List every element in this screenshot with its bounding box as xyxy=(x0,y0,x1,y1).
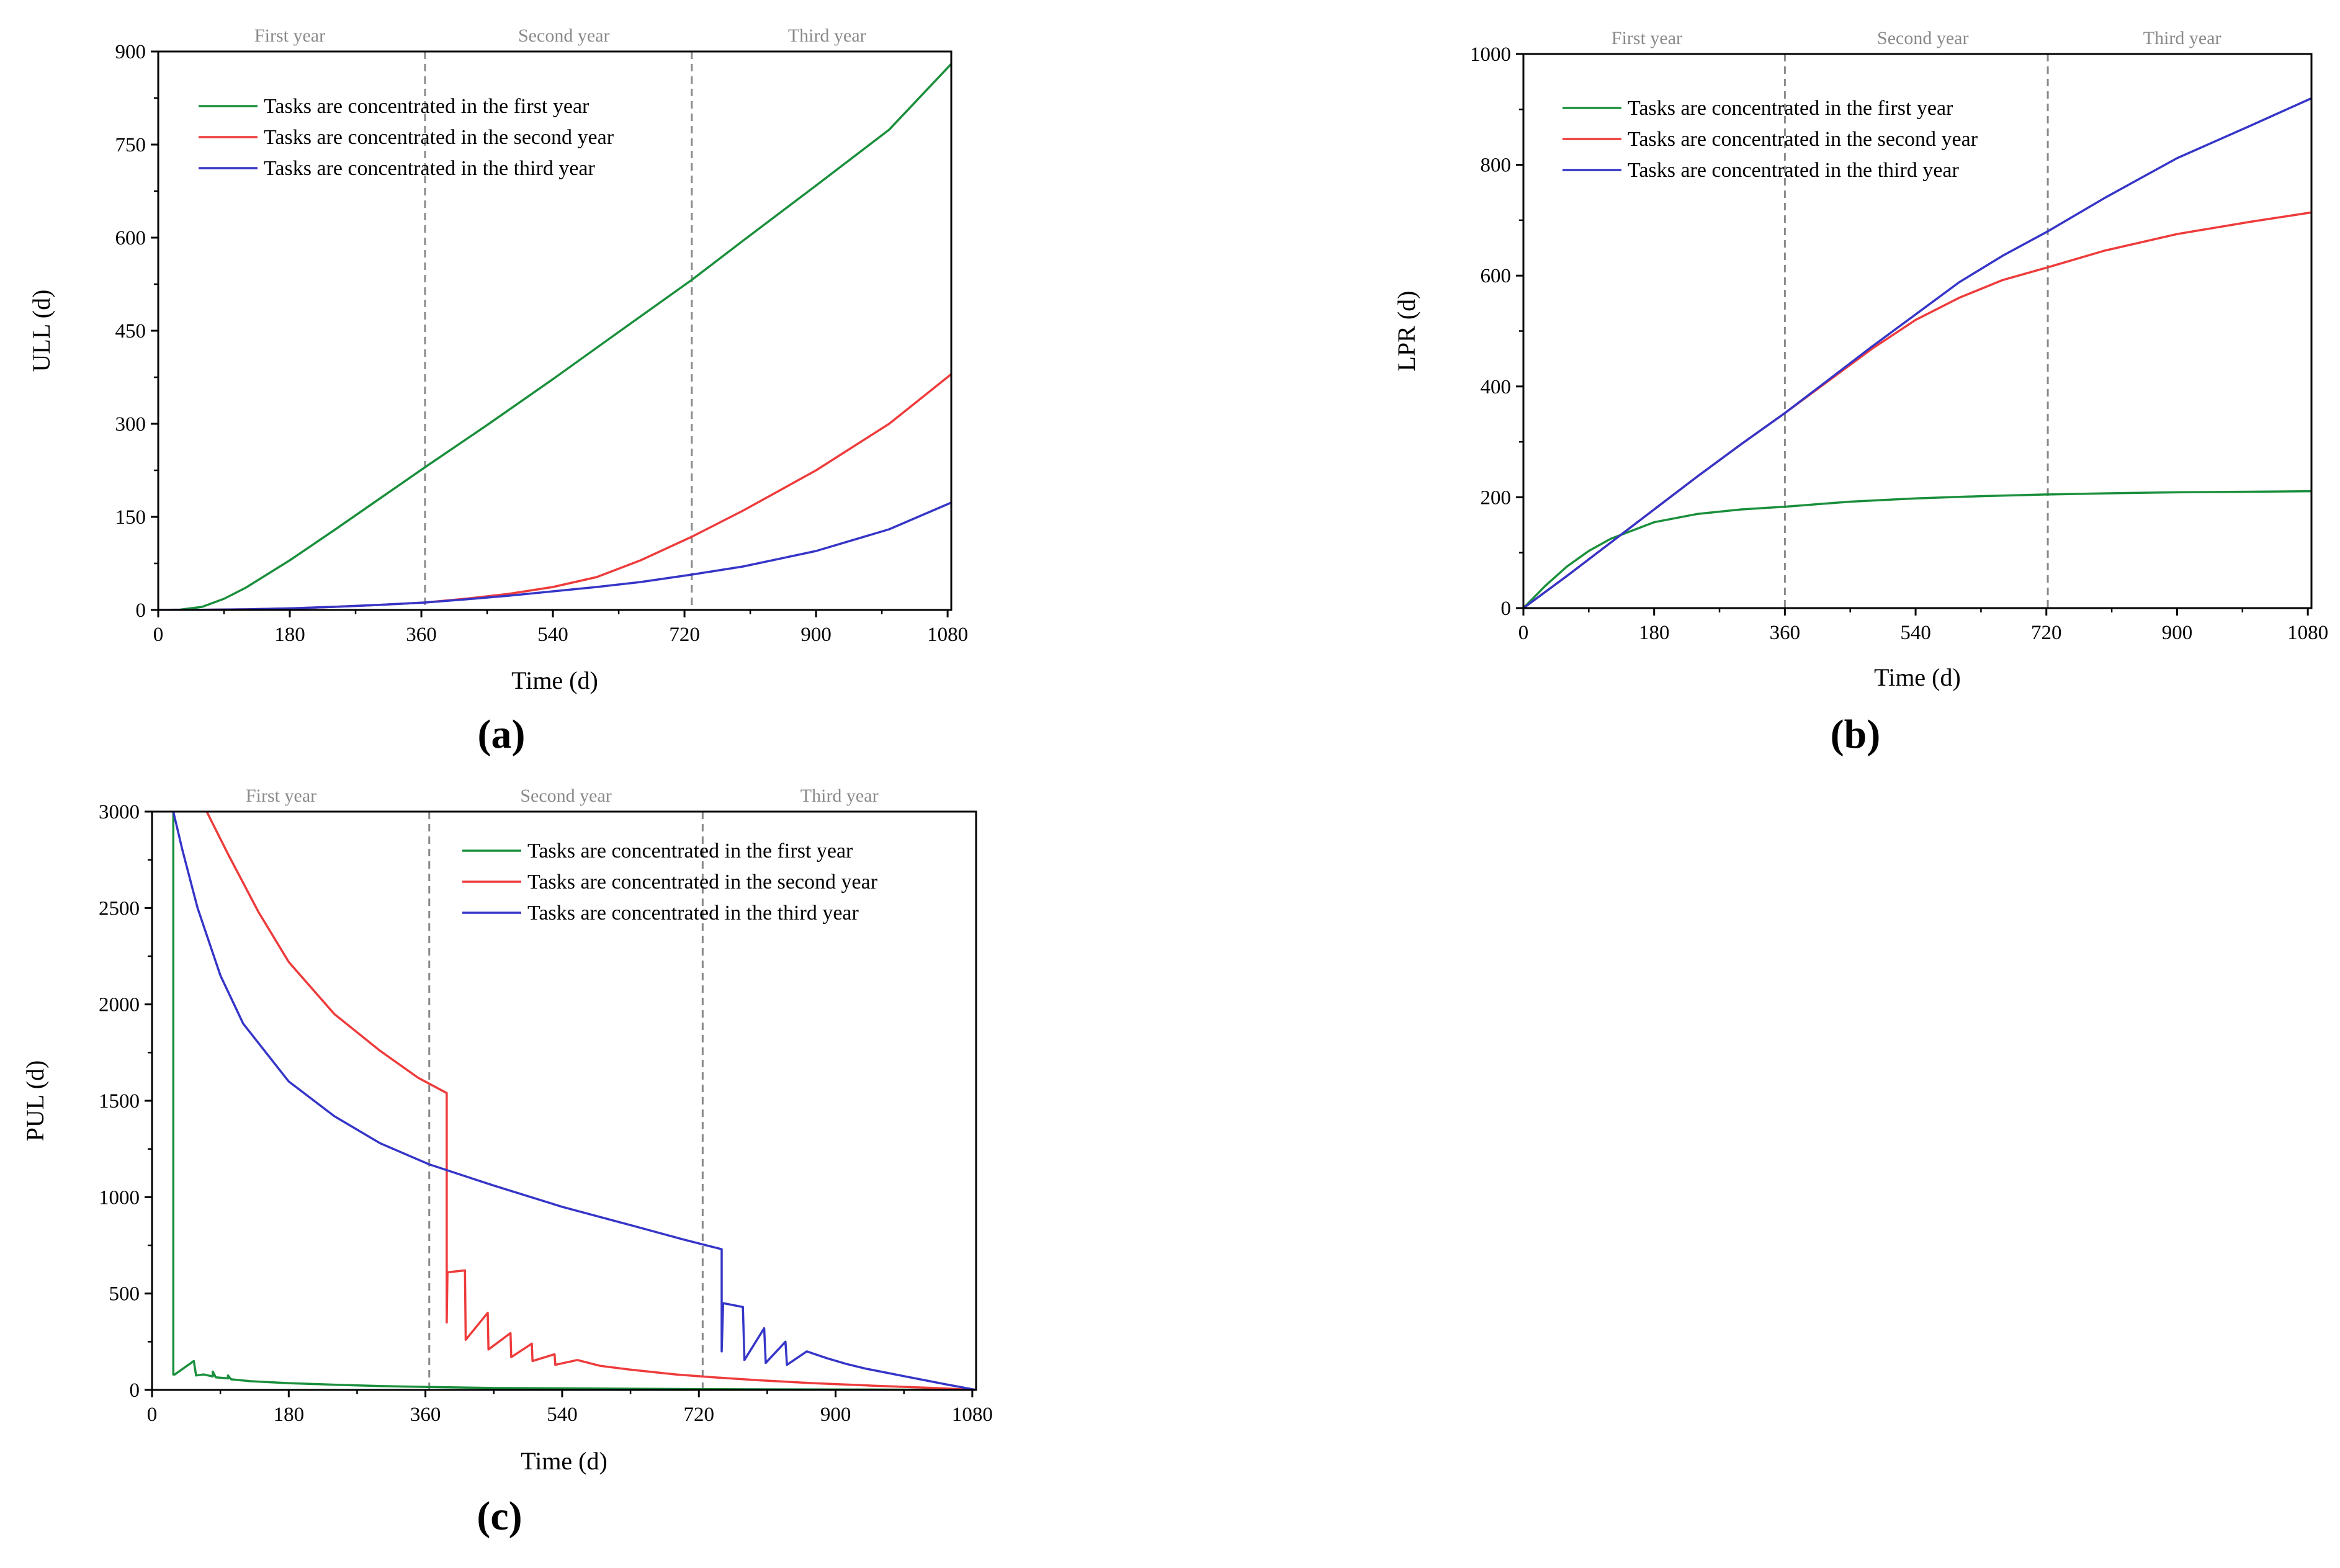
legend-label-2: Tasks are concentrated in the third year xyxy=(527,902,859,925)
chart-panel-0: First year Second year Third year 0 180 360 54… xyxy=(27,25,968,757)
x-tick-label: 180 xyxy=(274,1404,305,1426)
series-line-2 xyxy=(158,501,951,610)
x-tick-label: 720 xyxy=(669,624,700,646)
year-label: Second year xyxy=(1877,28,1968,48)
x-tick-label: 540 xyxy=(547,1404,578,1426)
year-label: Second year xyxy=(518,25,609,46)
x-tick-label: 720 xyxy=(684,1404,715,1426)
y-axis-label: PUL (d) xyxy=(21,1060,49,1142)
series-line-1 xyxy=(205,812,976,1390)
x-tick-label: 360 xyxy=(406,624,437,646)
legend-label-1: Tasks are concentrated in the second yea… xyxy=(527,871,878,894)
y-axis-label: LPR (d) xyxy=(1392,291,1420,372)
series-line-1 xyxy=(1523,211,2311,608)
series-line-0 xyxy=(172,812,976,1390)
panel-label: (b) xyxy=(1831,712,1881,757)
x-tick-label: 1080 xyxy=(927,624,968,646)
x-tick-label: 540 xyxy=(1900,622,1931,644)
y-tick-label: 0 xyxy=(136,599,146,622)
plot-frame xyxy=(151,810,977,1391)
year-label: First year xyxy=(1612,28,1682,48)
x-tick-label: 720 xyxy=(2031,622,2062,644)
panel-label: (c) xyxy=(477,1494,522,1539)
y-tick-label: 1000 xyxy=(1470,43,1511,66)
y-tick-label: 600 xyxy=(115,227,146,249)
y-tick-label: 0 xyxy=(1501,598,1512,620)
year-label: Third year xyxy=(788,25,866,46)
series-line-1 xyxy=(158,373,951,610)
year-label: First year xyxy=(254,25,325,46)
year-label: Third year xyxy=(800,786,879,806)
x-tick-label: 1080 xyxy=(2287,622,2328,644)
series-line-2 xyxy=(172,812,976,1390)
x-tick-label: 1080 xyxy=(952,1404,993,1426)
series-line-2 xyxy=(1523,97,2311,608)
year-label: Third year xyxy=(2143,28,2221,48)
y-tick-label: 300 xyxy=(115,413,146,436)
x-tick-label: 0 xyxy=(1518,622,1529,644)
y-tick-label: 1000 xyxy=(99,1186,140,1209)
y-tick-label: 1500 xyxy=(99,1090,140,1113)
legend-label-2: Tasks are concentrated in the third year xyxy=(1628,159,1960,182)
x-tick-label: 360 xyxy=(1770,622,1801,644)
y-tick-label: 0 xyxy=(130,1379,140,1402)
series-line-0 xyxy=(158,63,951,610)
year-label: First year xyxy=(246,786,316,806)
y-tick-label: 3000 xyxy=(99,801,140,823)
y-tick-label: 450 xyxy=(115,320,146,343)
x-axis-label: Time (d) xyxy=(521,1447,607,1475)
x-tick-label: 180 xyxy=(1639,622,1670,644)
x-tick-label: 900 xyxy=(820,1404,851,1426)
legend-label-0: Tasks are concentrated in the first year xyxy=(1628,97,1953,120)
legend-label-1: Tasks are concentrated in the second yea… xyxy=(264,126,614,149)
x-tick-label: 0 xyxy=(147,1404,158,1426)
legend-label-2: Tasks are concentrated in the third year xyxy=(264,157,596,180)
x-axis-label: Time (d) xyxy=(511,666,598,694)
legend-label-0: Tasks are concentrated in the first year xyxy=(264,95,589,118)
y-axis-label: ULL (d) xyxy=(27,290,55,372)
x-tick-label: 180 xyxy=(274,624,305,646)
x-tick-label: 900 xyxy=(2162,622,2193,644)
chart-panel-1: First year Second year Third year 0 180 360 54… xyxy=(1392,28,2328,757)
y-tick-label: 900 xyxy=(115,41,146,63)
y-tick-label: 600 xyxy=(1481,265,1512,287)
x-tick-label: 0 xyxy=(153,624,164,646)
year-label: Second year xyxy=(520,786,611,806)
series-line-0 xyxy=(1523,490,2311,608)
y-tick-label: 150 xyxy=(115,506,146,529)
y-tick-label: 800 xyxy=(1481,155,1512,177)
chart-panel-2: First year Second year Third year 0 180 360 54… xyxy=(21,786,993,1539)
y-tick-label: 400 xyxy=(1481,376,1512,398)
x-tick-label: 540 xyxy=(537,624,568,646)
y-tick-label: 500 xyxy=(109,1283,140,1306)
y-tick-label: 2000 xyxy=(99,994,140,1016)
x-axis-label: Time (d) xyxy=(1874,663,1961,691)
panel-label: (a) xyxy=(478,712,526,757)
x-tick-label: 360 xyxy=(410,1404,441,1426)
x-tick-label: 900 xyxy=(800,624,832,646)
y-tick-label: 200 xyxy=(1481,486,1512,509)
y-tick-label: 2500 xyxy=(99,897,140,920)
legend-label-0: Tasks are concentrated in the first year xyxy=(527,840,853,862)
y-tick-label: 750 xyxy=(115,134,146,156)
legend-label-1: Tasks are concentrated in the second yea… xyxy=(1628,128,1978,151)
